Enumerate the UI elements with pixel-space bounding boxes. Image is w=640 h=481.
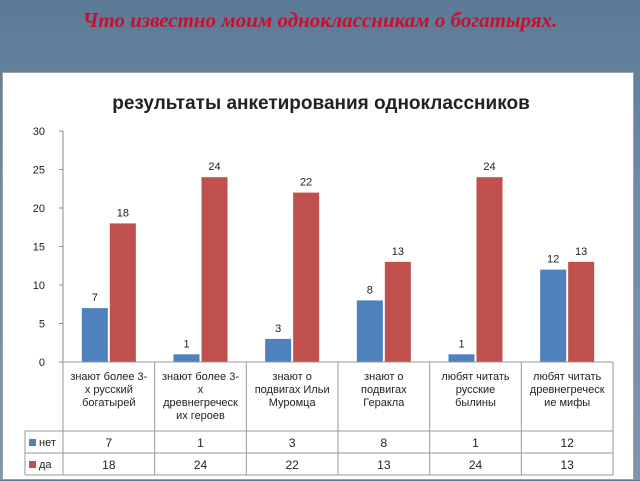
data-label: 1 <box>183 338 189 350</box>
table-value: 18 <box>102 458 116 472</box>
data-label: 18 <box>117 207 129 219</box>
category-label: знают более 3-х русский богатырей <box>70 371 147 409</box>
data-label: 7 <box>92 292 98 304</box>
legend-key-да <box>29 461 36 468</box>
table-value: 13 <box>377 458 391 472</box>
table-value: 1 <box>197 436 204 450</box>
data-label: 13 <box>575 246 587 258</box>
bar-да-4 <box>384 261 411 362</box>
y-tick-label: 0 <box>39 357 45 369</box>
table-value: 8 <box>380 436 387 450</box>
bar-да-3 <box>293 192 320 362</box>
legend-label: нет <box>39 437 56 449</box>
table-value: 12 <box>560 436 574 450</box>
category-label: знают о подвигах Геракла <box>361 371 407 409</box>
bar-нет-2 <box>173 354 200 362</box>
data-label: 24 <box>483 161 495 173</box>
bar-нет-5 <box>448 354 475 362</box>
bar-да-5 <box>476 177 503 362</box>
y-tick-label: 15 <box>33 242 45 254</box>
table-value: 13 <box>560 458 574 472</box>
data-label: 3 <box>275 323 281 335</box>
data-label: 1 <box>458 338 464 350</box>
bar-нет-3 <box>265 338 292 362</box>
bar-chart: результаты анкетирования одноклассников … <box>24 93 614 476</box>
chart-panel: результаты анкетирования одноклассников … <box>2 72 634 480</box>
table-value: 1 <box>472 436 479 450</box>
bar-нет-6 <box>540 269 567 362</box>
bar-нет-4 <box>356 300 383 362</box>
data-label: 24 <box>208 161 220 173</box>
table-value: 22 <box>285 458 299 472</box>
data-label: 8 <box>367 284 373 296</box>
y-tick-label: 5 <box>39 319 45 331</box>
table-value: 7 <box>105 436 112 450</box>
y-tick-label: 30 <box>33 126 45 138</box>
category-label: любят читать русские былины <box>441 371 509 409</box>
bar-да-2 <box>201 177 228 362</box>
y-tick-label: 10 <box>33 280 45 292</box>
y-tick-label: 20 <box>33 203 45 215</box>
table-value: 24 <box>469 458 483 472</box>
category-label: знают более 3-х древнегреческ их героев <box>162 371 239 422</box>
data-label: 22 <box>300 177 312 189</box>
data-label: 12 <box>547 254 559 266</box>
data-label: 13 <box>392 246 404 258</box>
table-value: 3 <box>289 436 296 450</box>
y-tick-label: 25 <box>33 165 45 177</box>
bar-нет-1 <box>81 308 108 362</box>
legend-key-нет <box>29 439 36 446</box>
category-label: любят читать древнегреческ ие мифы <box>530 371 605 409</box>
bar-да-1 <box>109 223 136 362</box>
legend-label: да <box>39 459 52 471</box>
slide-title: Что известно моим одноклассникам о богат… <box>82 8 558 32</box>
table-value: 24 <box>194 458 208 472</box>
chart-title: результаты анкетирования одноклассников <box>112 93 530 114</box>
category-label: знают о подвигах Ильи Муромца <box>255 371 330 409</box>
bar-да-6 <box>568 261 595 362</box>
